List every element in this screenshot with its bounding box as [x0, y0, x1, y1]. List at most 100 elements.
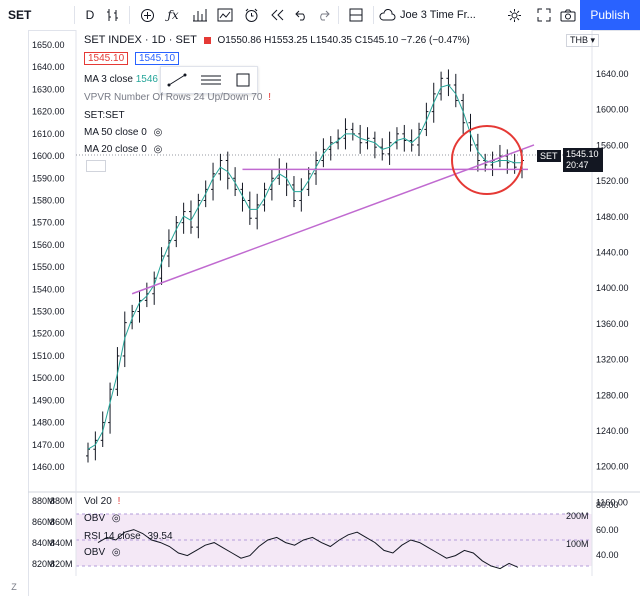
chevron-down-icon: ▾: [590, 35, 596, 45]
collapse-legend-button[interactable]: [86, 160, 106, 172]
buy-price-box[interactable]: 1545.10: [134, 52, 180, 65]
rectangle-tool-icon[interactable]: [235, 72, 251, 88]
replay-icon[interactable]: [264, 0, 290, 30]
last-price-value: 1545.10: [566, 149, 599, 159]
left-axis-tick: 1650.00: [32, 40, 65, 50]
right-axis-tick: 1480.00: [596, 212, 629, 222]
right-axis-tick: 1520.00: [596, 176, 629, 186]
last-price-tag: 1545.10 20:47: [563, 148, 603, 172]
right-axis-tick: 1280.00: [596, 390, 629, 400]
volume-axis-tick: 880M: [32, 496, 55, 506]
rsi-line: [97, 529, 519, 570]
top-toolbar: SET D ƒx Joe 3 Time Fr... Publish: [0, 0, 640, 31]
toolbar-separator: [129, 6, 130, 24]
left-axis-tick: 1520.00: [32, 329, 65, 339]
volume-inner-tick: 820M: [50, 559, 73, 569]
volume-axis-tick: 840M: [32, 538, 55, 548]
warning-icon: !: [268, 92, 271, 103]
vol-legend[interactable]: Vol 20 !: [84, 496, 120, 507]
ohlc-readout: O1550.86 H1553.25 L1540.35 C1545.10 −7.2…: [217, 35, 470, 46]
hidden-eye-icon[interactable]: ◎: [111, 513, 121, 524]
ma50-legend[interactable]: MA 50 close 0 ◎: [84, 127, 162, 138]
fullscreen-icon[interactable]: [532, 0, 556, 30]
symbol-search[interactable]: SET: [8, 8, 32, 22]
right-axis-tick: 1440.00: [596, 248, 629, 258]
bar-style-icon[interactable]: [101, 0, 125, 30]
left-axis-tick: 1470.00: [32, 440, 65, 450]
trendline-tool-icon[interactable]: [167, 73, 187, 87]
left-axis-tick: 1500.00: [32, 373, 65, 383]
ma50-label: MA 50 close 0: [84, 127, 147, 138]
settings-gear-icon[interactable]: [502, 0, 526, 30]
obv-label: OBV: [84, 513, 106, 524]
indicators-icon[interactable]: ƒx: [167, 8, 179, 22]
ma3-legend[interactable]: MA 3 close 1546: [84, 74, 158, 85]
toolbar-separator: [74, 6, 75, 24]
camera-icon[interactable]: [556, 0, 580, 30]
volume-right-tick: 200M: [566, 511, 589, 521]
compare-icon[interactable]: [134, 0, 160, 30]
left-axis-tick: 1550.00: [32, 262, 65, 272]
rsi-axis-tick: 60.00: [596, 525, 619, 535]
publish-button[interactable]: Publish: [580, 0, 640, 30]
interval-button[interactable]: D: [85, 8, 95, 22]
ma20-label: MA 20 close 0: [84, 144, 147, 155]
drawing-tools-popup: [160, 66, 258, 94]
right-axis-tick: 1400.00: [596, 283, 629, 293]
alert-icon[interactable]: [238, 0, 264, 30]
symbol-price-tag: SET: [537, 150, 561, 162]
volume-right-tick: 100M: [566, 539, 589, 549]
horizontal-line-tool-icon[interactable]: [200, 73, 222, 87]
redo-icon[interactable]: [312, 0, 334, 30]
templates-icon[interactable]: [212, 0, 238, 30]
left-axis-tick: 1530.00: [32, 307, 65, 317]
setset-legend[interactable]: SET:SET: [84, 110, 125, 121]
drawing-toolbar: Z: [0, 30, 29, 596]
left-axis-tick: 1620.00: [32, 107, 65, 117]
volume-inner-tick: 880M: [50, 496, 73, 506]
right-axis-tick: 1160.00: [596, 497, 628, 507]
left-axis-tick: 1580.00: [32, 195, 65, 205]
chart-canvas[interactable]: 1650.00 1640.00 1630.00 1620.00 1610.00 1600.…: [28, 30, 640, 576]
obv-legend[interactable]: OBV ◎: [84, 513, 121, 524]
layout-name[interactable]: Joe 3 Time Fr...: [378, 9, 476, 21]
toolbar-separator: [373, 6, 374, 24]
left-axis-tick: 1560.00: [32, 240, 65, 250]
ma3-value: 1546: [135, 74, 158, 85]
layout-grid-icon[interactable]: [343, 0, 369, 30]
volume-axis-tick: 820M: [32, 559, 55, 569]
rsi-legend[interactable]: RSI 14 close 39.54: [84, 531, 173, 542]
hidden-eye-icon[interactable]: ◎: [153, 144, 163, 155]
right-axis-tick: 1600.00: [596, 105, 629, 115]
price-boxes: 1545.10 1545.10: [84, 52, 180, 65]
left-axis-tick: 1510.00: [32, 351, 65, 361]
volume-axis-tick: 860M: [32, 517, 55, 527]
symbol-legend[interactable]: SET INDEX · 1D · SET O1550.86 H1553.25 L…: [84, 34, 470, 46]
sell-price-box[interactable]: 1545.10: [84, 52, 129, 65]
bar-countdown: 20:47: [566, 160, 589, 170]
left-axis-tick: 1600.00: [32, 151, 65, 161]
financials-icon[interactable]: [186, 0, 212, 30]
left-axis-tick: 1490.00: [32, 395, 65, 405]
rising-trendline[interactable]: [131, 144, 535, 295]
left-axis-tick: 1460.00: [32, 462, 65, 472]
rsi-value: 39.54: [147, 531, 173, 542]
obv2-legend[interactable]: OBV ◎: [84, 547, 121, 558]
currency-selector[interactable]: THB ▾: [566, 34, 600, 47]
left-axis-tick: 1640.00: [32, 62, 65, 72]
volume-inner-tick: 860M: [50, 517, 73, 527]
vpvr-legend[interactable]: VPVR Number Of Rows 24 Up/Down 70 !: [84, 92, 271, 103]
hidden-eye-icon[interactable]: ◎: [111, 547, 121, 558]
right-axis-tick: 1640.00: [596, 69, 629, 79]
right-axis-tick: 1240.00: [596, 426, 629, 436]
hidden-eye-icon[interactable]: ◎: [153, 127, 163, 138]
zoom-label[interactable]: Z: [11, 582, 17, 592]
highlight-circle[interactable]: [451, 125, 523, 195]
right-axis-tick: 1200.00: [596, 462, 629, 472]
ma20-legend[interactable]: MA 20 close 0 ◎: [84, 144, 162, 155]
ma3-label: MA 3 close: [84, 74, 133, 85]
left-axis-tick: 1540.00: [32, 284, 65, 294]
ma-3-line: [87, 84, 522, 450]
obv2-label: OBV: [84, 547, 106, 558]
undo-icon[interactable]: [290, 0, 312, 30]
